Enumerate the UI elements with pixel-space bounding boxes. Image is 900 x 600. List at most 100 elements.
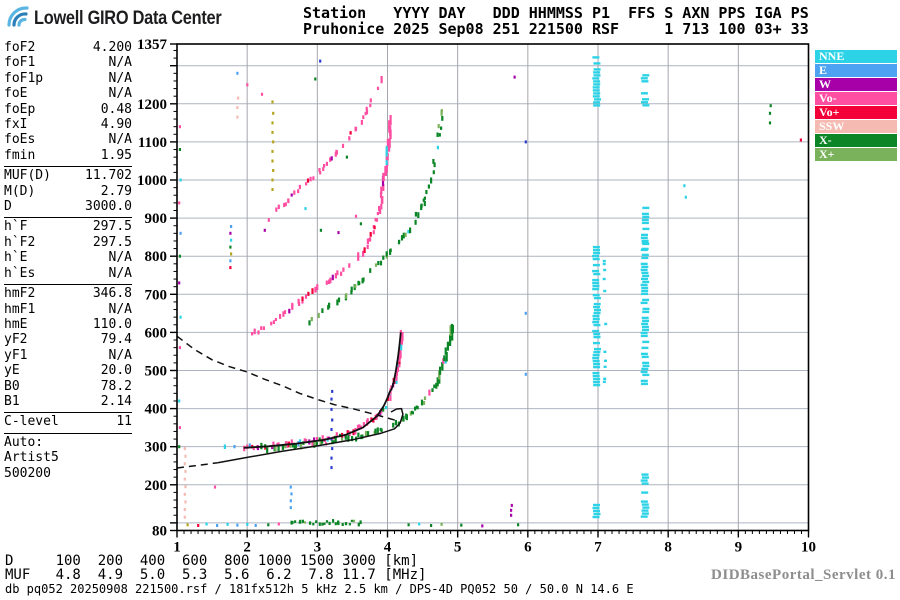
- svg-text:80: 80: [152, 524, 167, 540]
- svg-text:7: 7: [594, 540, 602, 556]
- param-value: 297.5: [92, 234, 132, 250]
- param-value: 78.2: [100, 378, 132, 394]
- svg-text:10: 10: [801, 540, 816, 556]
- svg-text:800: 800: [145, 249, 168, 265]
- param-row: h`F2 297.5: [4, 235, 132, 250]
- param-label: foEs: [4, 132, 36, 148]
- param-label: h`F2: [4, 234, 36, 250]
- param-value: 11: [116, 414, 132, 430]
- param-label: yF1: [4, 347, 28, 363]
- param-group: foF2 4.200 foF1 N/A foF1p N/A foE N/A foEp 0.48 fx…: [4, 39, 132, 168]
- svg-text:1200: 1200: [137, 97, 167, 113]
- svg-text:300: 300: [145, 440, 168, 456]
- param-label: fxI: [4, 117, 28, 133]
- param-label: h`E: [4, 250, 28, 266]
- svg-text:700: 700: [145, 287, 168, 303]
- app-title: Lowell GIRO Data Center: [34, 8, 222, 29]
- param-value: N/A: [108, 70, 132, 86]
- param-value: 1.95: [100, 147, 132, 163]
- param-label: foF2: [4, 40, 36, 55]
- param-label: foEp: [4, 101, 36, 117]
- param-row: fxI 4.90: [4, 117, 132, 132]
- param-value: 4.200: [92, 40, 132, 55]
- param-label: h`Es: [4, 265, 36, 281]
- param-label: Auto:: [4, 434, 44, 450]
- svg-text:200: 200: [145, 478, 168, 494]
- param-row: M(D) 2.79: [4, 184, 132, 199]
- param-panel: foF2 4.200 foF1 N/A foF1p N/A foE N/A foEp 0.48 fx…: [4, 39, 132, 484]
- param-value: 2.14: [100, 393, 132, 409]
- param-row: foF2 4.200: [4, 40, 132, 55]
- param-label: foF1: [4, 55, 36, 71]
- param-row: 500200: [4, 466, 132, 481]
- param-label: 500200: [4, 465, 51, 481]
- svg-text:4: 4: [384, 540, 392, 556]
- param-row: B0 78.2: [4, 379, 132, 394]
- param-group: h`F 297.5 h`F2 297.5 h`E N/A h`Es N/A: [4, 218, 132, 286]
- echo-direction-legend: NNE E W Vo- Vo+ SSW X- X+: [815, 50, 897, 162]
- svg-text:1000: 1000: [137, 173, 167, 189]
- param-row: foF1 N/A: [4, 55, 132, 70]
- param-label: foE: [4, 86, 28, 102]
- param-row: hmF2 346.8: [4, 286, 132, 301]
- svg-text:9: 9: [735, 540, 743, 556]
- param-value: 346.8: [92, 286, 132, 302]
- param-label: yE: [4, 363, 20, 379]
- svg-text:8: 8: [664, 540, 672, 556]
- param-row: foEp 0.48: [4, 102, 132, 117]
- svg-text:6: 6: [524, 540, 532, 556]
- svg-text:400: 400: [145, 402, 168, 418]
- param-row: Auto:: [4, 435, 132, 450]
- param-value: N/A: [108, 265, 132, 281]
- svg-text:1357: 1357: [137, 37, 168, 53]
- param-label: MUF(D): [4, 168, 51, 184]
- param-label: yF2: [4, 332, 28, 348]
- station-header-line2: Pruhonice 2025 Sep08 251 221500 RSF 1 71…: [303, 19, 809, 38]
- legend-item-nne: NNE: [815, 50, 897, 63]
- svg-text:500: 500: [145, 363, 168, 379]
- param-row: foE N/A: [4, 86, 132, 101]
- param-label: M(D): [4, 183, 36, 199]
- svg-text:3: 3: [314, 540, 322, 556]
- param-row: h`E N/A: [4, 250, 132, 265]
- param-label: h`F: [4, 219, 28, 235]
- param-row: fmin 1.95: [4, 148, 132, 163]
- svg-text:1100: 1100: [138, 135, 167, 151]
- param-group: C-level 11: [4, 413, 132, 434]
- legend-item-ssw: SSW: [815, 120, 897, 133]
- legend-item-x-: X-: [815, 134, 897, 147]
- legend-item-vo+: Vo+: [815, 106, 897, 119]
- legend-item-e: E: [815, 64, 897, 77]
- param-value: 2.79: [100, 183, 132, 199]
- param-row: B1 2.14: [4, 394, 132, 409]
- param-row: D 3000.0: [4, 199, 132, 214]
- legend-item-vo-: Vo-: [815, 92, 897, 105]
- param-label: foF1p: [4, 70, 44, 86]
- param-label: B0: [4, 378, 20, 394]
- param-value: 11.702: [85, 168, 132, 184]
- param-group: hmF2 346.8 hmF1 N/A hmE 110.0 yF2 79.4 yF1 N/A yE 2…: [4, 285, 132, 414]
- param-label: Artist5: [4, 450, 59, 466]
- param-row: yF1 N/A: [4, 348, 132, 363]
- param-value: 297.5: [92, 219, 132, 235]
- svg-text:600: 600: [145, 325, 168, 341]
- station-header: Station YYYY DAY DDD HHMMSS P1 FFS S AXN…: [303, 5, 809, 38]
- param-label: fmin: [4, 147, 36, 163]
- param-label: D: [4, 199, 12, 215]
- param-row: foEs N/A: [4, 132, 132, 147]
- param-value: 20.0: [100, 363, 132, 379]
- muf-distance-row: D 100 200 400 600 800 1000 1500 3000 [km…: [5, 553, 419, 569]
- param-label: hmE: [4, 316, 28, 332]
- legend-item-x+: X+: [815, 148, 897, 161]
- param-value: 3000.0: [85, 199, 132, 215]
- param-row: h`F 297.5: [4, 219, 132, 234]
- param-group: Auto: Artist5 500200: [4, 434, 132, 484]
- param-label: B1: [4, 393, 20, 409]
- legend-item-w: W: [815, 78, 897, 91]
- param-value: N/A: [108, 55, 132, 71]
- param-value: 0.48: [100, 101, 132, 117]
- app-logo: Lowell GIRO Data Center: [6, 4, 252, 34]
- svg-text:5: 5: [454, 540, 462, 556]
